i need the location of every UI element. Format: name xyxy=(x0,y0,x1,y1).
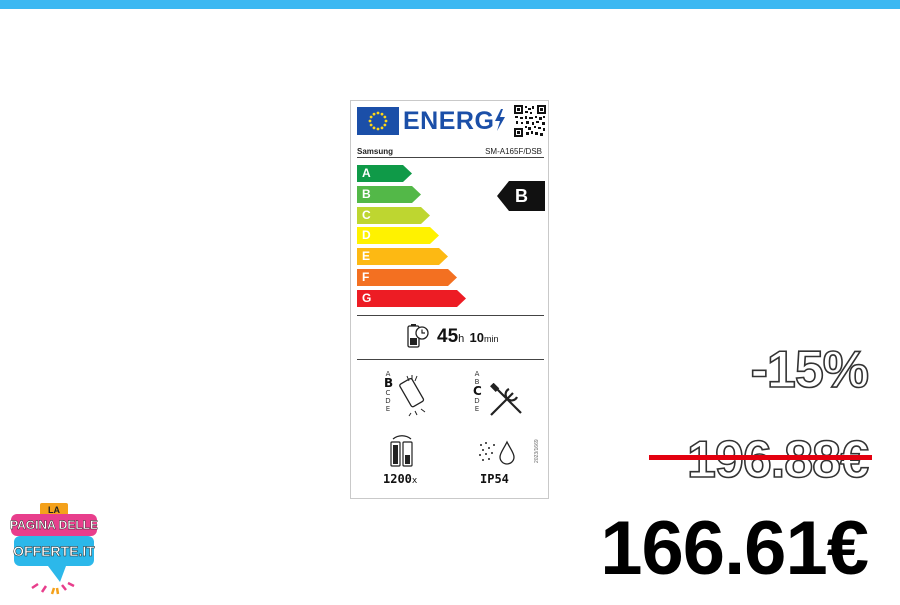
energy-class-letter: E xyxy=(362,249,371,264)
energy-class-f: F xyxy=(357,269,458,286)
divider xyxy=(357,359,544,360)
energy-class-d: D xyxy=(357,227,440,245)
battery-minutes: 10 xyxy=(469,330,485,345)
battery-cycles-unit: x xyxy=(411,476,418,486)
logo-line-1: LA xyxy=(48,505,60,515)
old-price: 196.88€ xyxy=(686,430,870,490)
drop-resistance-scale: A B C D E xyxy=(384,370,394,413)
scale-letter: D xyxy=(474,397,480,405)
battery-cycles-value: 1200 xyxy=(383,472,412,486)
energy-rating-letter: B xyxy=(515,186,528,206)
lightning-icon xyxy=(495,109,506,131)
energy-class-letter: D xyxy=(362,228,371,243)
energy-class-a: A xyxy=(357,165,413,182)
top-accent-bar xyxy=(0,0,900,9)
battery-cycles: 1200x xyxy=(383,472,417,486)
energy-rating-badge: B xyxy=(497,181,545,211)
ip-rating: IP54 xyxy=(480,472,509,486)
model-number: SM-A165F/DSB xyxy=(485,147,542,156)
site-logo[interactable]: LA PAGINA DELLE OFFERTE.IT xyxy=(8,500,100,600)
energy-class-letter: B xyxy=(362,186,371,201)
repair-tools-icon xyxy=(490,383,522,416)
scale-letter: B xyxy=(474,378,480,386)
energy-class-g: G xyxy=(357,289,467,307)
battery-endurance-value: 45h 10min xyxy=(437,326,499,348)
energy-class-b: B xyxy=(357,185,422,203)
energy-header: ENERG xyxy=(403,106,506,136)
scale-letter: E xyxy=(385,405,391,413)
energy-class-letter: C xyxy=(362,207,371,222)
divider xyxy=(357,157,544,158)
scale-letter: E xyxy=(474,405,480,413)
energy-class-e: E xyxy=(357,248,449,266)
energy-class-letter: F xyxy=(362,270,370,284)
battery-cycle-icon xyxy=(390,435,413,467)
scale-letter: A xyxy=(385,370,391,378)
price-strikethrough xyxy=(649,455,872,460)
qr-code-icon xyxy=(514,105,546,137)
regulation-code: 2023/1669 xyxy=(534,439,540,463)
energy-class-letter: A xyxy=(362,166,371,180)
logo-line-2: PAGINA DELLE xyxy=(10,518,98,532)
battery-hours: 45 xyxy=(437,326,459,347)
scale-letter-selected: C xyxy=(473,384,482,398)
discount-percent: -15% xyxy=(750,340,870,400)
eu-flag-icon xyxy=(357,107,399,135)
energy-class-letter: G xyxy=(362,290,372,305)
logo-line-3: OFFERTE.IT xyxy=(13,543,95,559)
divider xyxy=(357,315,544,316)
energy-class-c: C xyxy=(357,206,431,224)
battery-endurance: 45h 10min xyxy=(406,323,499,353)
scale-letter-selected: B xyxy=(384,376,394,390)
hours-unit: h xyxy=(458,333,465,345)
energy-header-word: ENERG xyxy=(403,107,495,135)
drop-phone-icon xyxy=(399,375,426,417)
battery-clock-icon xyxy=(407,324,429,348)
scale-letter: D xyxy=(385,397,391,405)
brand-name: Samsung xyxy=(357,147,394,156)
new-price: 166.61€ xyxy=(600,506,869,591)
repairability-scale: A B C D E xyxy=(473,370,482,413)
scale-letter: C xyxy=(385,389,391,397)
dust-water-icon xyxy=(479,440,515,465)
minutes-unit: min xyxy=(484,334,499,344)
scale-letter: A xyxy=(474,370,480,378)
